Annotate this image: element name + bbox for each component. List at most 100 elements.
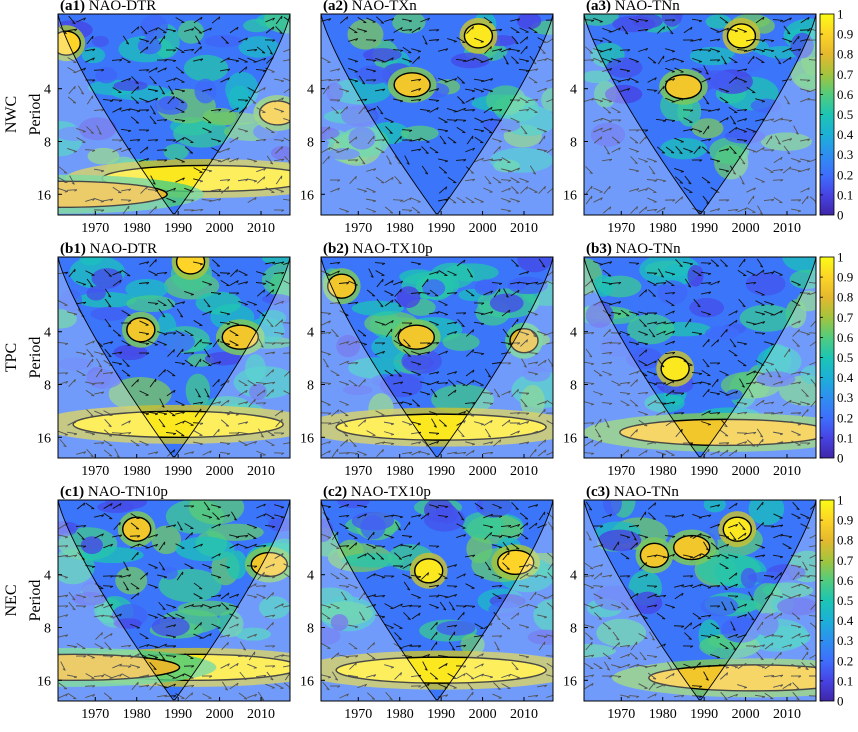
x-tick-label: 1980: [386, 707, 414, 722]
x-tick-label: 2010: [247, 707, 275, 722]
cone-of-influence-shade: [58, 257, 290, 458]
y-tick-label: 4: [307, 569, 314, 584]
panel-frame: [583, 13, 817, 216]
wavelet-panel-2: (a2) NAO-TXn 4 8 16 1970 1980 1990 2000 2010: [300, 0, 554, 236]
panel-name: NAO-TX10p: [349, 241, 433, 257]
panel-id: (c2): [323, 484, 347, 500]
colorbar-tick-label: 0.4: [837, 127, 854, 142]
colorbar-tick-label: 0.8: [837, 47, 853, 62]
x-tick-label: 1990: [427, 221, 455, 236]
colorbar-tick-label: 0.9: [837, 27, 853, 42]
panel-frame: [320, 499, 554, 702]
significance-contour: [175, 257, 206, 275]
y-tick-label: 16: [563, 188, 577, 203]
y-tick-label: 4: [307, 83, 314, 98]
wavelet-panel-7: (c1) NAO-TN10p 4 8 16 1970 1980 1990 2000 2010 Pe…: [3, 484, 291, 722]
panel-id: (c1): [60, 484, 84, 500]
significance-contour: [327, 273, 357, 299]
x-tick-label: 2000: [469, 707, 497, 722]
x-tick-label: 1970: [607, 221, 635, 236]
significance-contour: [660, 355, 690, 382]
panel-frame: [57, 499, 291, 702]
cone-of-influence-shade: [584, 14, 816, 215]
colorbar: 0 0.1 0.2 0.3 0.4 0.5 0.6 0.7 0.8 0.9 1: [819, 250, 854, 466]
x-tick-label: 2010: [247, 221, 275, 236]
colorbar-tick-label: 0.1: [837, 187, 853, 202]
wavelet-panel-3: (a3) NAO-TNn 4 8 16 1970 1980 1990 2000 2010: [563, 0, 817, 236]
x-tick-label: 1970: [81, 464, 109, 479]
y-tick-label: 16: [300, 188, 314, 203]
x-tick-label: 1970: [344, 707, 372, 722]
cone-of-influence-shade: [321, 500, 553, 701]
x-tick-label: 2000: [206, 221, 234, 236]
significance-contour: [726, 23, 757, 49]
panel-title: (a3) NAO-TNn: [586, 0, 680, 14]
x-tick-label: 1970: [607, 464, 635, 479]
x-tick-label: 1990: [164, 221, 192, 236]
cone-of-influence-shade: [58, 14, 290, 215]
significance-contour: [648, 664, 816, 692]
colorbar-tick-label: 0.2: [837, 167, 853, 182]
coherence-field: [58, 257, 290, 458]
panel-title: (a2) NAO-TXn: [323, 0, 417, 14]
significance-contour: [58, 30, 81, 56]
panel-id: (b2): [323, 241, 349, 257]
colorbar-tick-label: 0.8: [837, 290, 853, 305]
coherence-field: [321, 500, 553, 701]
x-tick-label: 1990: [427, 707, 455, 722]
significance-contour: [397, 324, 435, 350]
colorbar-tick-label: 1: [837, 493, 844, 508]
significance-contour: [335, 413, 547, 441]
wavelet-panel-8: (c2) NAO-TX10p 4 8 16 1970 1980 1990 2000 2010: [300, 484, 554, 722]
y-tick-label: 4: [307, 326, 314, 341]
panel-id: (a3): [586, 0, 611, 14]
x-tick-label: 2010: [773, 221, 801, 236]
panel-id: (c3): [586, 484, 610, 500]
colorbar-tick-label: 0.1: [837, 673, 853, 688]
panel-name: NAO-TXn: [348, 0, 417, 14]
colorbar-tick-label: 0.1: [837, 430, 853, 445]
colorbar-tick-label: 0.4: [837, 613, 854, 628]
cone-of-influence-shade: [58, 500, 290, 701]
y-axis-label: Period: [27, 580, 44, 622]
colorbar-tick-label: 0.3: [837, 147, 853, 162]
colorbar: 0 0.1 0.2 0.3 0.4 0.5 0.6 0.7 0.8 0.9 1: [819, 493, 854, 709]
y-axis-label: Period: [27, 337, 44, 379]
x-tick-label: 2010: [510, 707, 538, 722]
x-tick-label: 1990: [690, 707, 718, 722]
x-tick-label: 2010: [773, 464, 801, 479]
colorbar-tick-label: 0: [837, 694, 844, 709]
coherence-field: [321, 257, 553, 458]
phase-arrows: [584, 16, 816, 215]
significance-contour: [393, 72, 431, 98]
y-tick-label: 8: [307, 135, 314, 150]
cone-of-influence-line: [321, 14, 553, 215]
x-tick-label: 1970: [344, 221, 372, 236]
colorbar-tick-label: 0.9: [837, 513, 853, 528]
panel-name: NAO-TNn: [611, 0, 680, 14]
y-tick-label: 4: [44, 83, 51, 98]
x-tick-label: 1990: [164, 707, 192, 722]
row-label-nec: NEC: [3, 585, 20, 617]
panel-frame: [320, 13, 554, 216]
y-tick-label: 16: [37, 674, 51, 689]
y-tick-label: 8: [570, 621, 577, 636]
cone-of-influence-shade: [321, 14, 553, 215]
x-tick-label: 1980: [123, 464, 151, 479]
x-tick-label: 1970: [81, 707, 109, 722]
coherence-field: [58, 14, 290, 215]
significance-contour: [335, 656, 547, 684]
x-tick-label: 2000: [469, 221, 497, 236]
colorbar-tick-label: 0.6: [837, 330, 854, 345]
x-tick-label: 2000: [732, 464, 760, 479]
y-tick-label: 16: [300, 431, 314, 446]
y-tick-label: 8: [44, 621, 51, 636]
panel-title: (b2) NAO-TX10p: [323, 241, 433, 257]
x-tick-label: 1980: [386, 221, 414, 236]
x-tick-label: 1990: [690, 464, 718, 479]
x-tick-label: 2000: [732, 707, 760, 722]
colorbar-tick-label: 0.7: [837, 310, 854, 325]
y-tick-label: 4: [44, 569, 51, 584]
cone-of-influence-line: [584, 257, 816, 458]
